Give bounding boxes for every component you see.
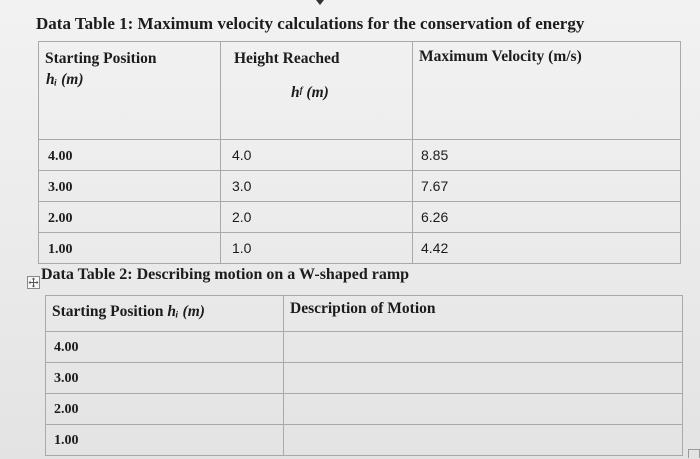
table-row: 2.00 2.0 6.26 bbox=[38, 201, 681, 233]
column-header-height-reached: Height Reached bbox=[234, 50, 340, 67]
description-of-motion-cell[interactable] bbox=[283, 424, 683, 456]
table-row: 1.00 1.0 4.42 bbox=[38, 232, 681, 264]
column-header-symbol: hᵢ (m) bbox=[167, 303, 205, 320]
table1-header-cell[interactable]: Height Reached hᶠ (m) bbox=[220, 41, 413, 140]
column-header-symbol: hᶠ (m) bbox=[291, 84, 329, 101]
starting-position-cell[interactable]: 1.00 bbox=[38, 232, 221, 264]
height-reached-cell[interactable]: 2.0 bbox=[220, 201, 413, 233]
table1-header-cell[interactable]: Starting Position hᵢ (m) bbox=[38, 41, 221, 140]
height-reached-cell[interactable]: 4.0 bbox=[220, 139, 413, 171]
starting-position-cell[interactable]: 1.00 bbox=[45, 424, 284, 456]
starting-position-cell[interactable]: 4.00 bbox=[38, 139, 221, 171]
table2-header-cell[interactable]: Description of Motion bbox=[283, 295, 683, 332]
starting-position-cell[interactable]: 3.00 bbox=[38, 170, 221, 202]
corner-marker bbox=[688, 449, 700, 458]
table1-header-row: Starting Position hᵢ (m) Height Reached … bbox=[38, 41, 681, 140]
maximum-velocity-cell[interactable]: 8.85 bbox=[412, 139, 681, 171]
table2-header-row: Starting Position hᵢ (m) Description of … bbox=[45, 295, 683, 332]
height-reached-cell[interactable]: 1.0 bbox=[220, 232, 413, 264]
column-header-description-of-motion: Description of Motion bbox=[290, 300, 436, 317]
starting-position-cell[interactable]: 3.00 bbox=[45, 362, 284, 394]
table1-title: Data Table 1: Maximum velocity calculati… bbox=[36, 14, 585, 33]
table-row: 4.00 4.0 8.85 bbox=[38, 139, 681, 171]
maximum-velocity-cell[interactable]: 7.67 bbox=[412, 170, 681, 202]
description-of-motion-cell[interactable] bbox=[283, 331, 683, 363]
column-header-symbol: hᵢ (m) bbox=[46, 71, 84, 88]
column-header-maximum-velocity: Maximum Velocity (m/s) bbox=[419, 48, 582, 65]
table-row: 3.00 3.0 7.67 bbox=[38, 170, 681, 202]
edge-marker bbox=[316, 0, 324, 5]
starting-position-cell[interactable]: 4.00 bbox=[45, 331, 284, 363]
starting-position-cell[interactable]: 2.00 bbox=[45, 393, 284, 425]
table2-title: Data Table 2: Describing motion on a W-s… bbox=[41, 266, 410, 283]
move-cross-icon[interactable] bbox=[27, 276, 40, 289]
data-table-2: Starting Position hᵢ (m) Description of … bbox=[45, 295, 683, 456]
table-row: 4.00 bbox=[45, 331, 683, 363]
maximum-velocity-cell[interactable]: 4.42 bbox=[412, 232, 681, 264]
maximum-velocity-cell[interactable]: 6.26 bbox=[412, 201, 681, 233]
description-of-motion-cell[interactable] bbox=[283, 362, 683, 394]
height-reached-cell[interactable]: 3.0 bbox=[220, 170, 413, 202]
table-row: 2.00 bbox=[45, 393, 683, 425]
starting-position-cell[interactable]: 2.00 bbox=[38, 201, 221, 233]
table2-header-cell[interactable]: Starting Position hᵢ (m) bbox=[45, 295, 284, 332]
table-row: 3.00 bbox=[45, 362, 683, 394]
column-header-starting-position: Starting Position bbox=[52, 303, 168, 320]
description-of-motion-cell[interactable] bbox=[283, 393, 683, 425]
table1-header-cell[interactable]: Maximum Velocity (m/s) bbox=[412, 41, 681, 140]
data-table-1: Starting Position hᵢ (m) Height Reached … bbox=[38, 41, 681, 264]
column-header-starting-position: Starting Position bbox=[45, 50, 157, 67]
table-row: 1.00 bbox=[45, 424, 683, 456]
